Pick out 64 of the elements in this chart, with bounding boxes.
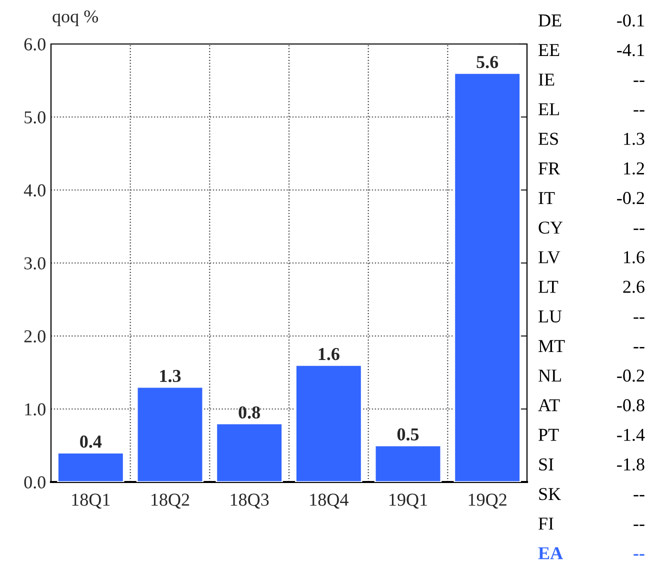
y-tick-label: 1.0 [25, 403, 46, 416]
data-label: 1.6 [318, 348, 340, 360]
data-label: 0.4 [80, 436, 102, 448]
text: SK [539, 488, 561, 500]
text: EE [538, 44, 560, 56]
data-label: 0.5 [397, 428, 419, 441]
data-label: 0.8 [238, 406, 260, 419]
text: -- [634, 110, 644, 112]
text: LV [538, 251, 560, 264]
text: SI [539, 458, 554, 471]
y-tick-label: 0.0 [24, 476, 46, 489]
text: IE [538, 74, 554, 86]
text: 1.6 [624, 251, 644, 264]
text: IT [538, 192, 555, 204]
text: AT [538, 399, 560, 412]
y-tick-label: 6.0 [24, 38, 46, 51]
text: -- [634, 554, 644, 556]
text: -0.1 [617, 14, 644, 27]
text: FI [538, 518, 554, 530]
bar [136, 386, 204, 482]
bar [57, 452, 124, 482]
text: -1.8 [617, 458, 644, 471]
text: -4.1 [617, 44, 644, 56]
text: -- [634, 228, 644, 230]
text: 2.6 [623, 280, 644, 293]
text: -- [634, 317, 644, 319]
x-tick-label: 18Q3 [230, 494, 269, 509]
text: NL [538, 370, 561, 382]
text: -0.2 [617, 192, 644, 204]
text: EL [538, 103, 559, 116]
text: -- [634, 524, 644, 526]
bar [374, 444, 442, 482]
text: -- [634, 495, 644, 496]
text: 1.3 [624, 132, 644, 145]
x-tick-label: 18Q4 [310, 494, 348, 509]
y-tick-label: 4.0 [24, 184, 46, 197]
x-tick-label: 19Q1 [390, 494, 427, 509]
text: PT [538, 428, 559, 441]
text: -1.4 [617, 428, 645, 441]
bar [216, 422, 283, 482]
x-tick-label: 18Q1 [72, 494, 110, 509]
text: -0.8 [617, 399, 644, 412]
text: MT [538, 340, 565, 352]
y-tick-label: 2.0 [24, 330, 46, 343]
y-tick-label: 5.0 [24, 111, 46, 124]
text: -- [634, 347, 644, 348]
text: -0.2 [617, 370, 644, 382]
x-tick-label: 18Q2 [152, 494, 190, 509]
text: -- [634, 80, 644, 82]
text: FR [538, 162, 560, 174]
text: LT [538, 280, 558, 293]
text: DE [538, 14, 562, 26]
data-label: 5.6 [476, 56, 498, 68]
text: EA [538, 547, 563, 560]
data-label: 1.3 [160, 370, 181, 382]
text: ES [538, 132, 558, 145]
text: CY [538, 222, 563, 234]
y-tick-label: 3.0 [24, 257, 46, 270]
bar [454, 72, 521, 482]
x-tick-label: 19Q2 [468, 494, 506, 509]
y-axis-title: qoq % [52, 10, 98, 26]
bar [295, 364, 362, 482]
text: 1.2 [624, 162, 644, 175]
text: LU [538, 310, 562, 323]
